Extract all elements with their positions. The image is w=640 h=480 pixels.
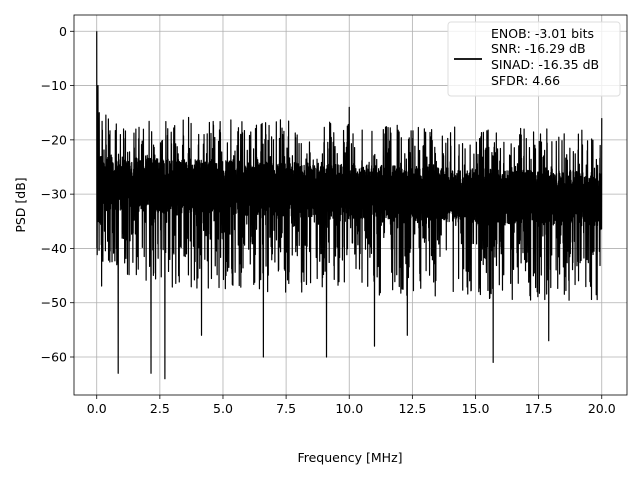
x-tick-label: 2.5	[150, 401, 170, 416]
legend-line-snr: SNR: -16.29 dB	[491, 41, 586, 56]
x-tick-label: 10.0	[335, 401, 363, 416]
y-axis-label: PSD [dB]	[13, 177, 28, 232]
legend-line-enob: ENOB: -3.01 bits	[491, 26, 594, 41]
plot-frame	[73, 14, 628, 396]
legend-line-sfdr: SFDR: 4.66	[491, 73, 560, 88]
y-tick-label: −40	[41, 241, 67, 256]
x-axis-ticks: 0.0 2.5 5.0 7.5 10.0 12.5 15.0 17.5 20.0	[87, 395, 616, 416]
x-tick-label: 5.0	[213, 401, 233, 416]
x-tick-label: 15.0	[462, 401, 490, 416]
x-tick-label: 7.5	[276, 401, 296, 416]
x-tick-label: 0.0	[87, 401, 107, 416]
y-tick-label: −10	[41, 78, 67, 93]
x-axis-label: Frequency [MHz]	[297, 450, 402, 465]
legend: ENOB: -3.01 bits SNR: -16.29 dB SINAD: -…	[447, 21, 621, 97]
x-tick-label: 12.5	[398, 401, 426, 416]
legend-box	[447, 21, 621, 97]
x-tick-label: 20.0	[588, 401, 616, 416]
y-tick-label: −60	[41, 350, 67, 365]
legend-line-sinad: SINAD: -16.35 dB	[491, 57, 599, 72]
y-tick-label: −30	[41, 187, 67, 202]
y-tick-label: −50	[41, 295, 67, 310]
x-tick-label: 17.5	[525, 401, 553, 416]
y-tick-label: −20	[41, 132, 67, 147]
psd-line	[96, 31, 603, 380]
y-tick-label: 0	[59, 24, 67, 39]
y-axis-ticks: 0 −10 −20 −30 −40 −50 −60	[41, 24, 74, 365]
psd-series	[96, 31, 603, 380]
